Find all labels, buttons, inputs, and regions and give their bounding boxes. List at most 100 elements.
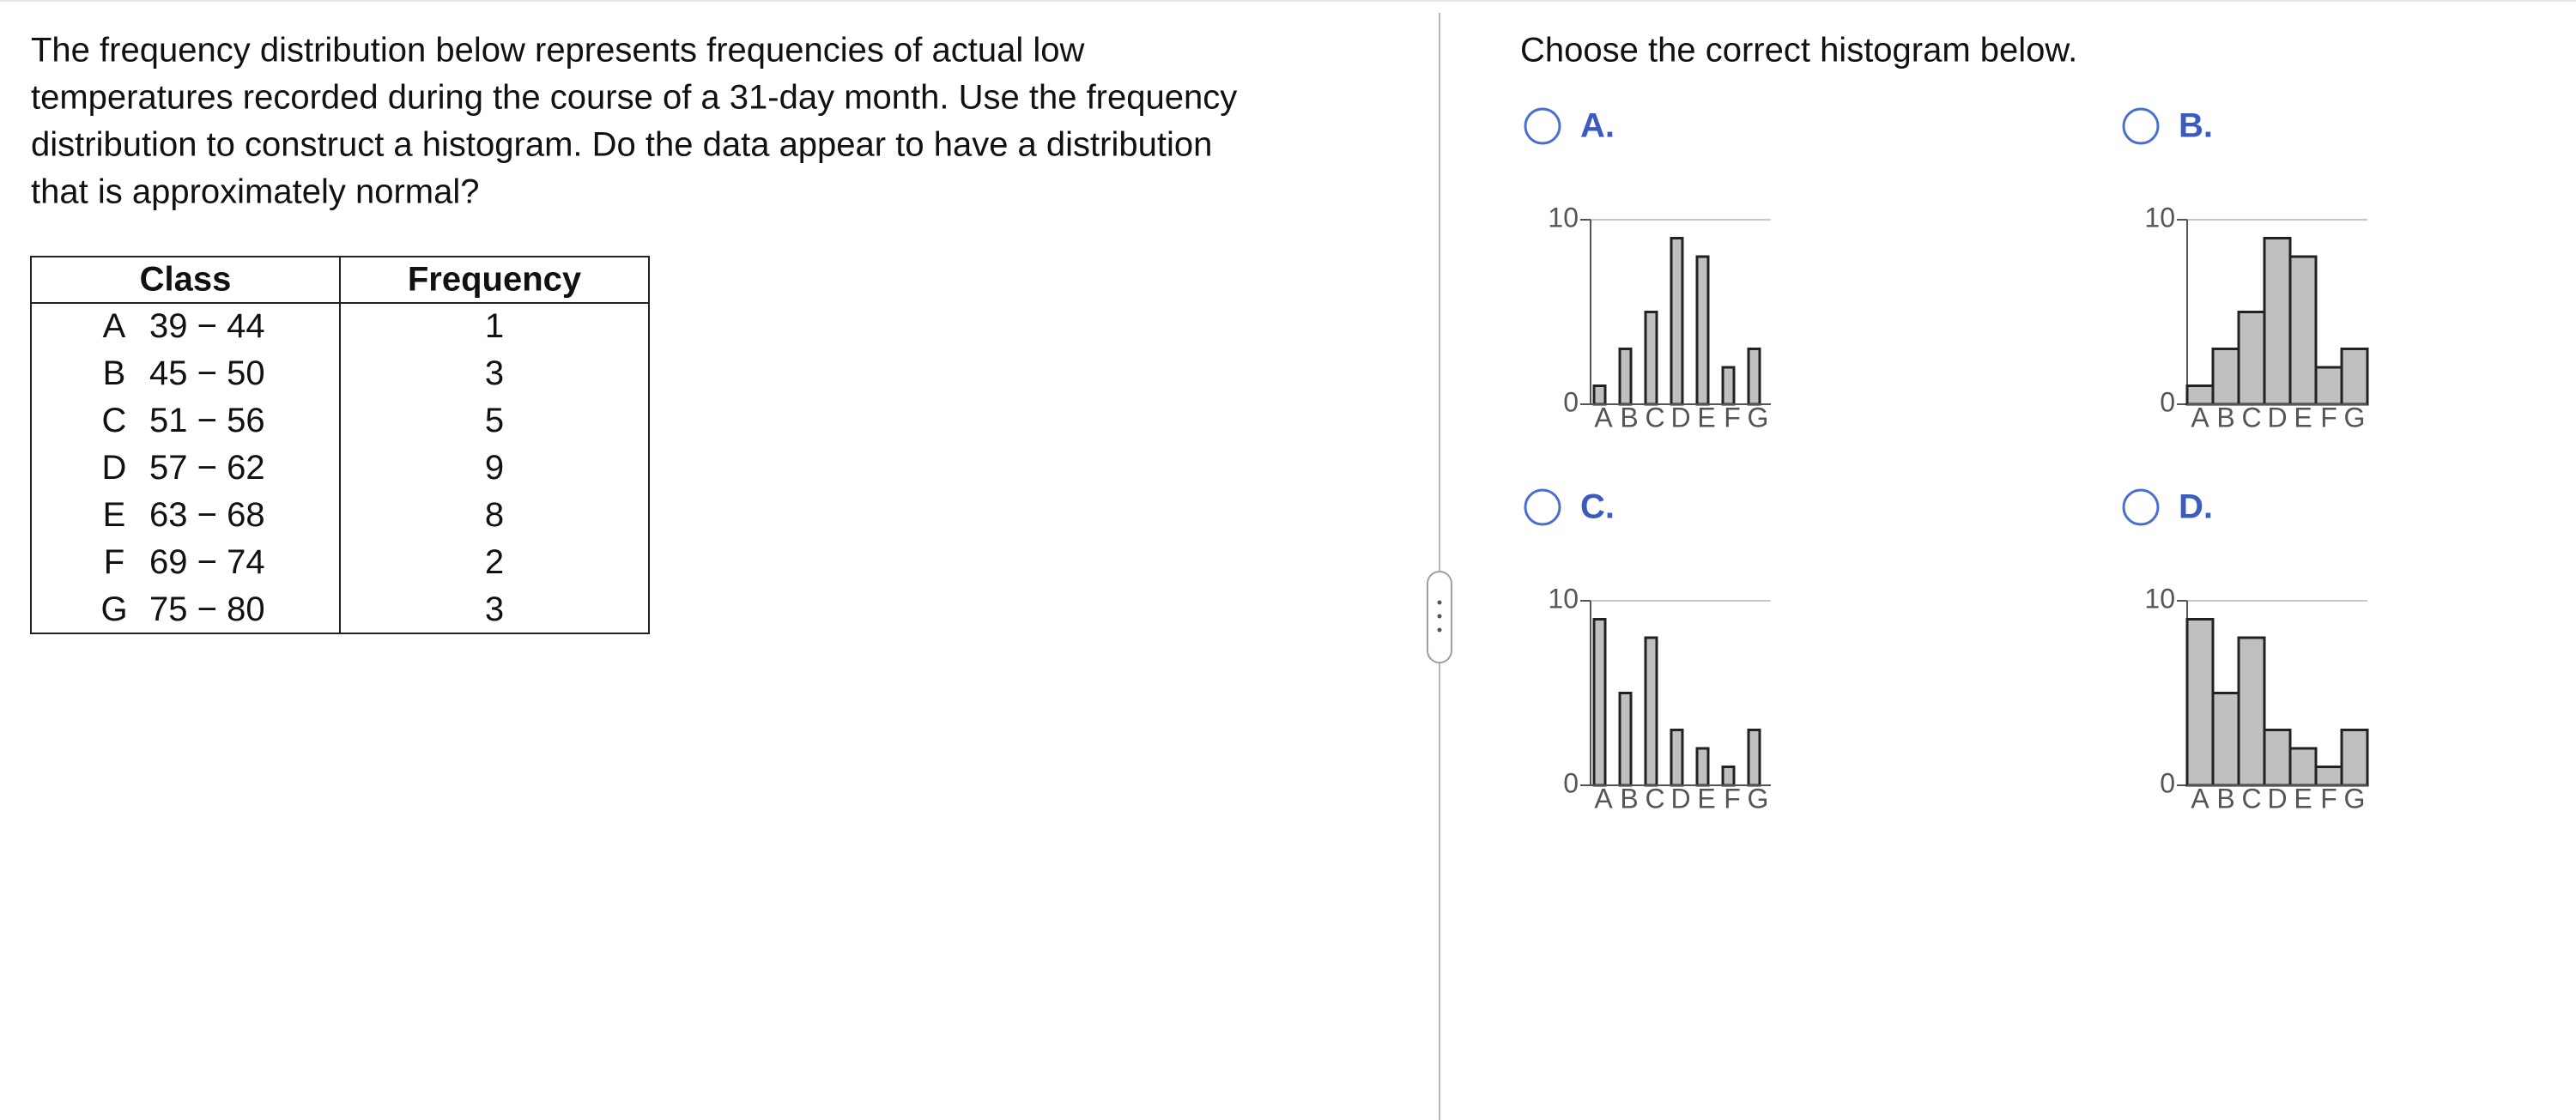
x-tick-label: B [1620, 783, 1638, 814]
option-label[interactable]: B. [2179, 107, 2213, 145]
bar [2237, 311, 2266, 406]
bar [2340, 729, 2369, 787]
bar [1747, 729, 1761, 787]
radio-button[interactable] [2122, 488, 2160, 526]
bar [1618, 692, 1633, 787]
x-tick-label: A [1594, 783, 1613, 814]
handle-dot [1437, 600, 1442, 605]
class-range: 39 − 44 [149, 307, 265, 345]
y-tick-label: 10 [2144, 583, 2175, 614]
y-tick-label: 0 [2160, 386, 2175, 417]
x-tick-label: D [2267, 783, 2287, 814]
bar [1644, 636, 1658, 787]
bar [2211, 348, 2240, 406]
x-tick-label: E [2294, 783, 2312, 814]
x-tick-label: E [1697, 783, 1715, 814]
x-tick-label: A [2191, 783, 2209, 814]
frequency: 8 [485, 496, 504, 534]
option-label[interactable]: C. [1580, 488, 1615, 526]
class-range: 75 − 80 [149, 590, 265, 628]
bar [2340, 348, 2369, 406]
frequency: 3 [485, 590, 504, 628]
class-range: 63 − 68 [149, 496, 265, 534]
class-range: 57 − 62 [149, 449, 265, 487]
class-label: E [103, 496, 126, 534]
x-tick-label: B [2216, 402, 2234, 433]
y-tick-label: 0 [1563, 386, 1579, 417]
x-tick-label: F [1724, 402, 1741, 433]
frequency: 3 [485, 354, 504, 392]
handle-dot [1437, 614, 1442, 619]
frequency: 2 [485, 543, 504, 581]
x-tick-label: D [1670, 402, 1690, 433]
frequency: 9 [485, 449, 504, 487]
x-tick-label: C [1645, 783, 1664, 814]
question-line: The frequency distribution below represe… [31, 32, 1084, 70]
class-label: B [103, 354, 126, 392]
x-tick-label: F [2320, 402, 2337, 433]
bar [1695, 747, 1710, 787]
bar [1670, 729, 1684, 787]
x-tick-label: C [1645, 402, 1664, 433]
class-range: 51 − 56 [149, 402, 265, 439]
x-tick-label: C [2241, 783, 2261, 814]
class-label: F [104, 543, 124, 581]
x-tick-label: B [2216, 783, 2234, 814]
question-line: distribution to construct a histogram. D… [31, 126, 1212, 164]
x-tick-label: B [1620, 402, 1638, 433]
question-line: that is approximately normal? [31, 173, 479, 211]
option-label[interactable]: D. [2179, 488, 2213, 526]
table-header: Class [140, 261, 232, 299]
y-tick-label: 10 [2144, 202, 2175, 233]
y-tick-label: 10 [1548, 202, 1579, 233]
bar [2185, 618, 2215, 787]
bar [1695, 255, 1710, 406]
class-range: 69 − 74 [149, 543, 265, 581]
bar [2237, 636, 2266, 787]
question-line: temperatures recorded during the course … [31, 79, 1237, 117]
x-tick-label: G [2344, 402, 2366, 433]
class-label: C [102, 402, 127, 439]
bar [2263, 237, 2292, 406]
y-tick-label: 0 [2160, 767, 2175, 798]
frequency: 5 [485, 402, 504, 439]
x-tick-label: E [1697, 402, 1715, 433]
class-label: G [100, 590, 127, 628]
radio-button[interactable] [2122, 107, 2160, 145]
bar [1618, 348, 1633, 406]
radio-button[interactable] [1524, 488, 1561, 526]
bar [1747, 348, 1761, 406]
x-tick-label: F [1724, 783, 1741, 814]
radio-button[interactable] [1524, 107, 1561, 145]
x-tick-label: G [2344, 783, 2366, 814]
x-tick-label: C [2241, 402, 2261, 433]
bar [1592, 618, 1607, 787]
bar [1721, 366, 1736, 406]
x-tick-label: D [1670, 783, 1690, 814]
bar [1670, 237, 1684, 406]
table-header: Frequency [408, 261, 582, 299]
class-label: A [103, 307, 126, 345]
x-tick-label: G [1748, 402, 1769, 433]
bar [2288, 255, 2318, 406]
prompt: Choose the correct histogram below. [1520, 32, 2077, 70]
frequency: 1 [485, 307, 504, 345]
y-tick-label: 10 [1548, 583, 1579, 614]
handle-dot [1437, 627, 1442, 633]
class-label: D [102, 449, 127, 487]
x-tick-label: A [1594, 402, 1613, 433]
x-tick-label: A [2191, 402, 2209, 433]
class-range: 45 − 50 [149, 354, 265, 392]
y-tick-label: 0 [1563, 767, 1579, 798]
bar [1644, 311, 1658, 406]
x-tick-label: D [2267, 402, 2287, 433]
bar [2211, 692, 2240, 787]
option-label[interactable]: A. [1580, 107, 1615, 145]
x-tick-label: E [2294, 402, 2312, 433]
bar [2288, 747, 2318, 787]
x-tick-label: G [1748, 783, 1769, 814]
x-tick-label: F [2320, 783, 2337, 814]
bar [2263, 729, 2292, 787]
